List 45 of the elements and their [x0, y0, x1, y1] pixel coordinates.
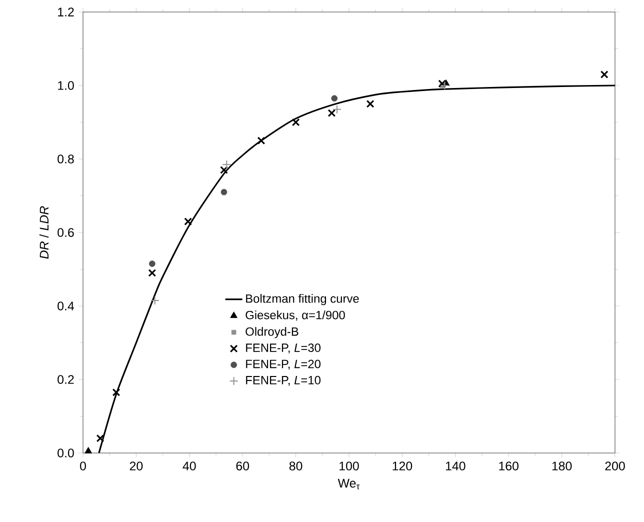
x-tick-label: 200: [605, 462, 625, 470]
x-tick-label: 0: [80, 462, 86, 470]
point: [112, 388, 120, 396]
y-tick-label: 1.2: [58, 8, 74, 16]
y-tick-label: 0.8: [58, 154, 74, 164]
legend-label: Giesekus, α=1/900: [246, 310, 345, 321]
point: [96, 434, 104, 442]
point: [222, 160, 232, 169]
point: [366, 100, 374, 108]
point: [331, 95, 338, 102]
x-tick-label: 180: [552, 462, 572, 470]
legend-label: FENE-P, L=20: [246, 360, 321, 370]
point: [257, 136, 266, 145]
x-tick-label: 140: [446, 462, 466, 470]
y-axis-title: DR / LDR: [39, 206, 49, 259]
x-tick-label: 20: [130, 462, 143, 470]
x-tick-label: 40: [182, 462, 196, 470]
y-tick-label: 1.0: [58, 81, 74, 90]
x-tick-label: 160: [499, 462, 518, 470]
point: [438, 80, 446, 88]
point: [148, 268, 156, 277]
legend-label: Oldroyd-B: [246, 327, 298, 338]
point: [332, 104, 342, 114]
point: [184, 218, 192, 226]
point: [600, 70, 608, 78]
legend-label: FENE-P, L=30: [246, 344, 321, 354]
point: [220, 188, 228, 196]
point: [292, 118, 300, 126]
point: [220, 166, 228, 174]
point: [148, 260, 156, 267]
legend-label: FENE-P, L=10: [246, 376, 321, 386]
x-tick-label: 120: [392, 462, 412, 470]
y-tick-label: 0.0: [58, 448, 74, 458]
point: [84, 446, 92, 454]
point: [440, 81, 450, 90]
x-tick-label: 80: [289, 462, 302, 470]
y-tick-label: 0.6: [58, 228, 74, 237]
x-tick-label: 100: [340, 462, 359, 470]
point: [328, 109, 336, 118]
point: [150, 296, 160, 305]
x-axis-title: We$_{τ}$: [338, 478, 360, 490]
y-tick-label: 0.2: [58, 375, 74, 384]
x-tick-label: 60: [236, 462, 250, 470]
legend-label: Boltzman fitting curve: [246, 294, 359, 306]
y-tick-label: 0.4: [58, 302, 74, 310]
